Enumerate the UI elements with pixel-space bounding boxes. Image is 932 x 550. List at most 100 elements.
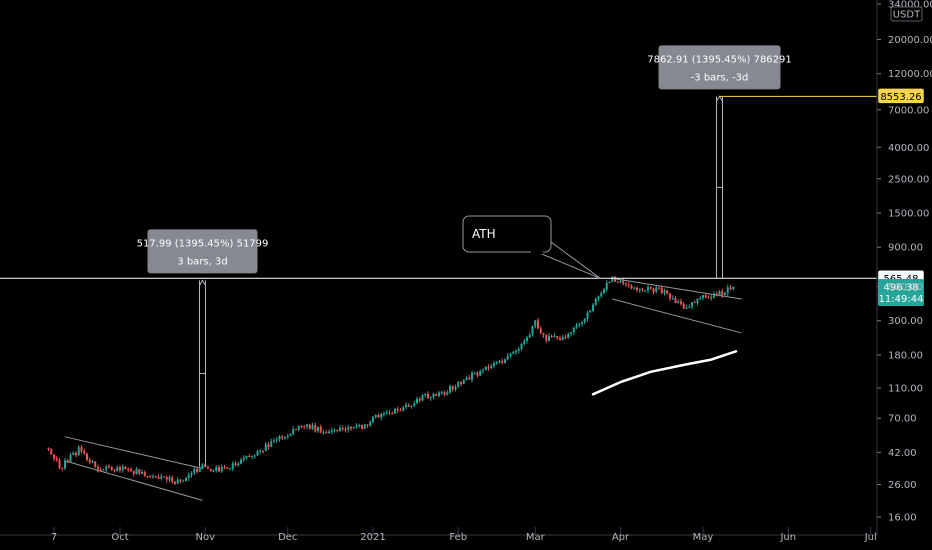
candle-body bbox=[207, 467, 209, 469]
candle-body bbox=[328, 431, 330, 434]
candle-body bbox=[443, 391, 446, 395]
candle bbox=[58, 457, 61, 470]
candle-body bbox=[385, 412, 388, 414]
price-tick-label: 42.00 bbox=[888, 448, 917, 459]
candle bbox=[427, 391, 429, 400]
candle-body bbox=[102, 469, 105, 471]
candle-body bbox=[440, 391, 443, 393]
candle bbox=[707, 295, 710, 299]
candle bbox=[674, 295, 677, 304]
candle bbox=[479, 369, 482, 377]
candle bbox=[625, 282, 627, 288]
candle-body bbox=[429, 397, 432, 399]
price-tick-label: 20000.00 bbox=[888, 35, 932, 46]
measure-change-label: 7862.91 (1395.45%) 786291 bbox=[647, 54, 792, 65]
candle-body bbox=[418, 398, 421, 401]
candle bbox=[715, 291, 718, 297]
candle-body bbox=[143, 471, 146, 477]
candle bbox=[677, 299, 680, 304]
candle-body bbox=[308, 424, 311, 429]
callout-label: ATH bbox=[472, 227, 496, 241]
candle-body bbox=[347, 426, 350, 430]
quote-currency-box bbox=[890, 6, 923, 22]
candle bbox=[534, 319, 537, 329]
candle bbox=[732, 286, 735, 291]
quote-currency-badge[interactable]: USDT bbox=[890, 6, 923, 22]
candle bbox=[97, 464, 99, 473]
candle-body bbox=[410, 405, 413, 407]
candle bbox=[611, 276, 614, 283]
candle bbox=[619, 279, 622, 284]
candle-body bbox=[132, 470, 135, 475]
trend-channels[interactable] bbox=[64, 277, 742, 501]
candle-body bbox=[597, 296, 600, 299]
channel-line[interactable] bbox=[64, 460, 203, 501]
candle-body bbox=[187, 474, 190, 479]
candle bbox=[182, 479, 185, 482]
candle bbox=[636, 286, 638, 293]
candle-body bbox=[201, 464, 204, 469]
measure-tools[interactable]: 517.99 (1395.45%) 51799 3 bars, 3d 7862.91… bbox=[137, 45, 792, 467]
level-tag-label: 8553.26 bbox=[880, 92, 921, 103]
measure-tool[interactable]: 7862.91 (1395.45%) 786291 -3 bars, -3d bbox=[647, 45, 792, 279]
candle-body bbox=[680, 301, 682, 304]
candle-body bbox=[88, 459, 91, 463]
candle-body bbox=[251, 455, 253, 457]
candle-body bbox=[226, 467, 229, 469]
candle bbox=[537, 317, 539, 330]
candle bbox=[649, 286, 652, 291]
trend-channel[interactable] bbox=[64, 436, 203, 501]
candle-body bbox=[581, 322, 583, 324]
candle bbox=[528, 332, 531, 338]
candle-body bbox=[479, 370, 482, 376]
candle-body bbox=[165, 477, 168, 480]
candle bbox=[185, 476, 187, 482]
channel-line[interactable] bbox=[612, 298, 742, 334]
measure-tool[interactable]: 517.99 (1395.45%) 51799 3 bars, 3d bbox=[137, 229, 269, 467]
candle bbox=[168, 475, 171, 483]
price-tick-label: 7000.00 bbox=[888, 105, 929, 116]
candle-body bbox=[564, 336, 567, 338]
candle-body bbox=[215, 467, 218, 471]
candle bbox=[416, 396, 418, 404]
time-tick-label: Nov bbox=[195, 532, 215, 543]
candle bbox=[523, 338, 526, 346]
candle bbox=[561, 334, 564, 341]
candle-body bbox=[600, 293, 603, 297]
candle bbox=[201, 463, 204, 470]
price-tick-label: 4000.00 bbox=[888, 143, 929, 154]
candle bbox=[666, 289, 669, 295]
channel-line[interactable] bbox=[64, 436, 203, 470]
candle bbox=[394, 407, 396, 415]
ath-callout[interactable]: ATH bbox=[462, 215, 601, 279]
candle-body bbox=[622, 280, 625, 284]
candle-body bbox=[699, 297, 702, 299]
candle bbox=[710, 294, 713, 301]
candle-body bbox=[358, 425, 361, 427]
candle bbox=[154, 475, 157, 479]
candle bbox=[726, 284, 729, 296]
candle bbox=[50, 448, 53, 455]
candle bbox=[215, 465, 218, 473]
candle bbox=[413, 400, 416, 407]
candle-body bbox=[457, 382, 460, 388]
candle-body bbox=[86, 453, 88, 460]
candle-body bbox=[460, 382, 462, 384]
candle bbox=[396, 406, 399, 414]
candle bbox=[152, 474, 154, 479]
candle-body bbox=[468, 377, 471, 380]
candle-body bbox=[416, 398, 418, 404]
candle-body bbox=[53, 454, 55, 459]
candle-body bbox=[693, 302, 696, 304]
candle-body bbox=[413, 403, 416, 406]
candle-body bbox=[127, 469, 130, 471]
candle-body bbox=[449, 385, 451, 393]
candle bbox=[713, 291, 715, 299]
candle-body bbox=[322, 432, 325, 434]
callout-joint bbox=[531, 250, 543, 254]
candle-body bbox=[97, 467, 99, 470]
candle bbox=[341, 425, 344, 431]
